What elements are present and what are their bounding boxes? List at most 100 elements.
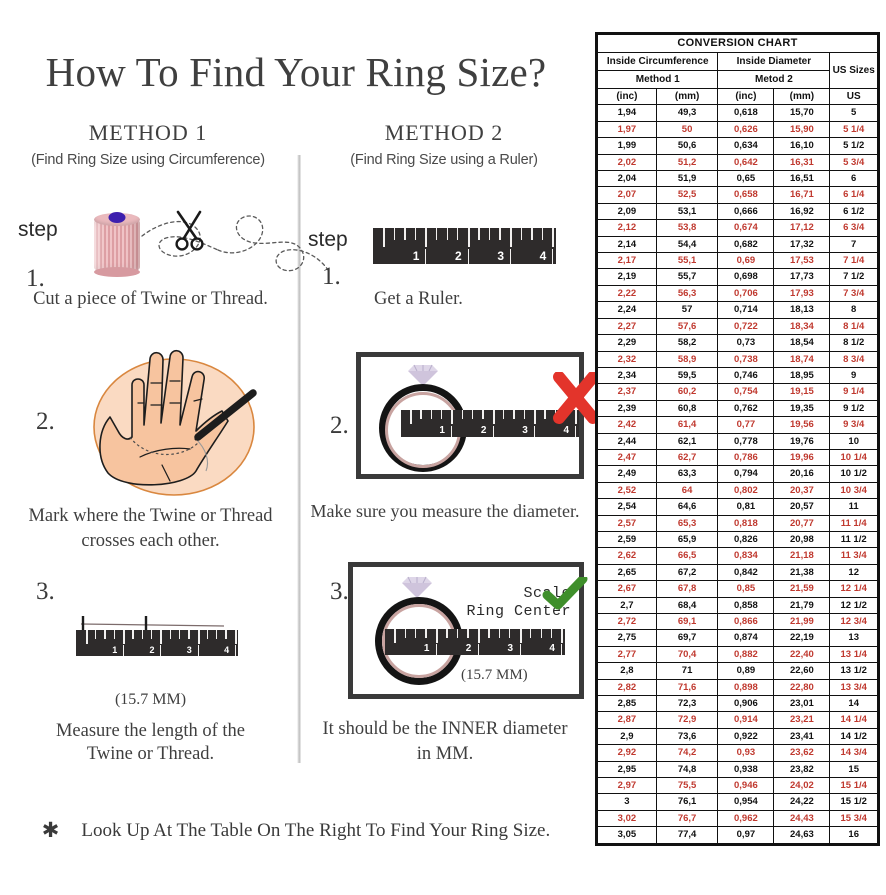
ruler-number: 3 — [497, 249, 505, 263]
cell-value: 0,73 — [717, 334, 775, 352]
cell-value: 2,72 — [597, 612, 657, 631]
cell-us-size: 16 — [829, 826, 878, 844]
cell-value: 18,13 — [773, 301, 831, 319]
ruler-tick — [425, 228, 428, 247]
cell-value: 0,874 — [717, 629, 775, 647]
cell-us-size: 6 1/2 — [829, 202, 878, 221]
group-header-diameter: Inside Diameter — [717, 52, 831, 71]
ruler-tick — [150, 630, 153, 639]
cell-value: 2,42 — [597, 416, 657, 434]
table-row: 2,82 71,6 0,898 22,80 13 3/4 — [597, 678, 878, 697]
cell-us-size: 8 3/4 — [829, 350, 878, 368]
method-2-step-word: step — [308, 228, 348, 251]
cell-us-size: 6 1/4 — [829, 186, 878, 204]
ruler-number: 4 — [549, 643, 555, 654]
cell-value: 0,738 — [717, 350, 775, 368]
cell-us-size: 14 — [829, 695, 878, 713]
cell-value: 0,778 — [717, 432, 775, 450]
cell-us-size: 15 1/4 — [829, 777, 878, 795]
cell-value: 75,5 — [655, 777, 719, 795]
cell-us-size: 13 3/4 — [829, 678, 878, 697]
table-group-header-row-1: Inside Circumference Inside Diameter US … — [596, 52, 878, 89]
ruler-tick — [234, 630, 237, 644]
cell-value: 2,52 — [597, 481, 657, 500]
cell-value: 2,04 — [597, 170, 657, 188]
cell-value: 0,658 — [717, 186, 775, 204]
cell-value: 2,9 — [597, 727, 657, 746]
cell-value: 57,6 — [655, 317, 719, 336]
ruler-tick — [488, 228, 491, 240]
ruler-tick — [95, 630, 97, 639]
ruler-tick — [513, 410, 515, 419]
ruler-tick — [520, 228, 522, 240]
ruler-tick — [178, 630, 181, 639]
cell-value: 53,8 — [655, 219, 719, 237]
ruler-method2-step1: 1 2 3 4 — [373, 228, 556, 264]
ruler-tick — [141, 630, 143, 639]
cell-value: 24,43 — [773, 809, 831, 828]
cell-value: 2,02 — [597, 153, 657, 172]
group-header-us-sizes: US Sizes — [829, 52, 878, 89]
ruler-tick — [383, 228, 386, 247]
cell-value: 2,54 — [597, 498, 657, 516]
cell-value: 22,40 — [773, 645, 831, 664]
ruler-separator — [492, 425, 494, 437]
cell-value: 76,1 — [655, 793, 719, 811]
ruler-tick — [160, 630, 163, 644]
unit-header-circ-mm: (mm) — [655, 87, 719, 106]
table-head: CONVERSION CHART Inside Circumference In… — [596, 34, 878, 106]
ruler-tick — [540, 629, 542, 638]
table-row: 2,04 51,9 0,65 16,51 6 — [597, 170, 878, 188]
cell-value: 20,77 — [773, 514, 831, 532]
table-row: 2,19 55,7 0,698 17,73 7 1/2 — [597, 268, 878, 286]
cell-value: 0,786 — [717, 448, 775, 467]
ruler-tick — [113, 630, 116, 639]
cell-value: 17,12 — [773, 219, 831, 237]
cell-value: 1,97 — [597, 120, 657, 139]
method-2-step-3-caption-line1: It should be the INNER diameter — [322, 719, 568, 739]
ruler-number: 2 — [465, 643, 472, 654]
cell-value: 64,6 — [655, 498, 719, 516]
cell-value: 17,32 — [773, 235, 831, 254]
method-1-column: METHOD 1 (Find Ring Size using Circumfer… — [0, 120, 296, 168]
diamond-gem-icon — [408, 364, 438, 386]
ruler-tick — [477, 629, 480, 643]
cell-value: 0,722 — [717, 317, 775, 336]
conversion-table: CONVERSION CHART Inside Circumference In… — [596, 34, 878, 844]
unit-header-us: US — [829, 87, 878, 106]
cell-us-size: 12 — [829, 563, 878, 582]
ruler-separator — [425, 248, 427, 264]
cell-value: 2,47 — [597, 448, 657, 467]
table-row: 2,49 63,3 0,794 20,16 10 1/2 — [597, 465, 878, 483]
table-row: 2,9 73,6 0,922 23,41 14 1/2 — [597, 727, 878, 746]
cell-value: 74,8 — [655, 760, 719, 779]
cell-value: 71 — [655, 662, 719, 680]
cell-value: 2,65 — [597, 563, 657, 582]
ruler-tick — [216, 630, 218, 639]
ruler-tick — [531, 228, 533, 240]
table-row: 2,22 56,3 0,706 17,93 7 3/4 — [597, 284, 878, 303]
table-row: 2,57 65,3 0,818 20,77 11 1/4 — [597, 514, 878, 532]
cell-us-size: 5 1/4 — [829, 120, 878, 139]
cell-value: 0,69 — [717, 252, 775, 270]
cell-value: 21,59 — [773, 580, 831, 598]
cell-us-size: 12 1/2 — [829, 596, 878, 615]
method-1-step-3-caption-line1: Measure the length of the — [55, 721, 246, 741]
cell-value: 65,3 — [655, 514, 719, 532]
cell-value: 67,2 — [655, 563, 719, 582]
table-row: 2,85 72,3 0,906 23,01 14 — [597, 695, 878, 713]
cell-value: 0,65 — [717, 170, 775, 188]
table-row: 2,75 69,7 0,874 22,19 13 — [597, 629, 878, 647]
ruler-separator — [160, 645, 162, 656]
cell-value: 0,714 — [717, 301, 775, 319]
ruler-tick — [425, 629, 427, 638]
cell-value: 53,1 — [655, 202, 719, 221]
table-row: 2,24 57 0,714 18,13 8 — [597, 301, 878, 319]
cell-value: 2,07 — [597, 186, 657, 204]
hand-with-thread-illustration — [93, 349, 257, 496]
cell-value: 0,746 — [717, 366, 775, 385]
cell-us-size: 5 1/2 — [829, 137, 878, 155]
cell-value: 2,22 — [597, 284, 657, 303]
ruler-tick — [461, 410, 463, 419]
